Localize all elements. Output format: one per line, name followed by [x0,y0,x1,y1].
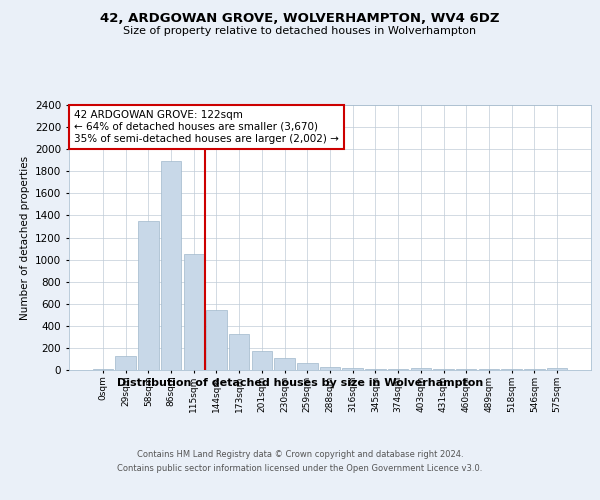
Bar [388,369,409,370]
Bar [184,254,204,370]
Bar [547,368,567,370]
Text: 42, ARDGOWAN GROVE, WOLVERHAMPTON, WV4 6DZ: 42, ARDGOWAN GROVE, WOLVERHAMPTON, WV4 6… [100,12,500,26]
Bar [320,367,340,370]
Bar [274,358,295,370]
Text: 42 ARDGOWAN GROVE: 122sqm
← 64% of detached houses are smaller (3,670)
35% of se: 42 ARDGOWAN GROVE: 122sqm ← 64% of detac… [74,110,339,144]
Bar [93,369,113,370]
Bar [206,310,227,370]
Text: Contains public sector information licensed under the Open Government Licence v3: Contains public sector information licen… [118,464,482,473]
Bar [410,368,431,370]
Text: Size of property relative to detached houses in Wolverhampton: Size of property relative to detached ho… [124,26,476,36]
Text: Distribution of detached houses by size in Wolverhampton: Distribution of detached houses by size … [117,378,483,388]
Y-axis label: Number of detached properties: Number of detached properties [20,156,29,320]
Bar [297,364,317,370]
Bar [251,351,272,370]
Bar [343,368,363,370]
Bar [115,356,136,370]
Bar [365,369,386,370]
Bar [138,221,158,370]
Bar [229,334,250,370]
Bar [161,162,181,370]
Text: Contains HM Land Registry data © Crown copyright and database right 2024.: Contains HM Land Registry data © Crown c… [137,450,463,459]
